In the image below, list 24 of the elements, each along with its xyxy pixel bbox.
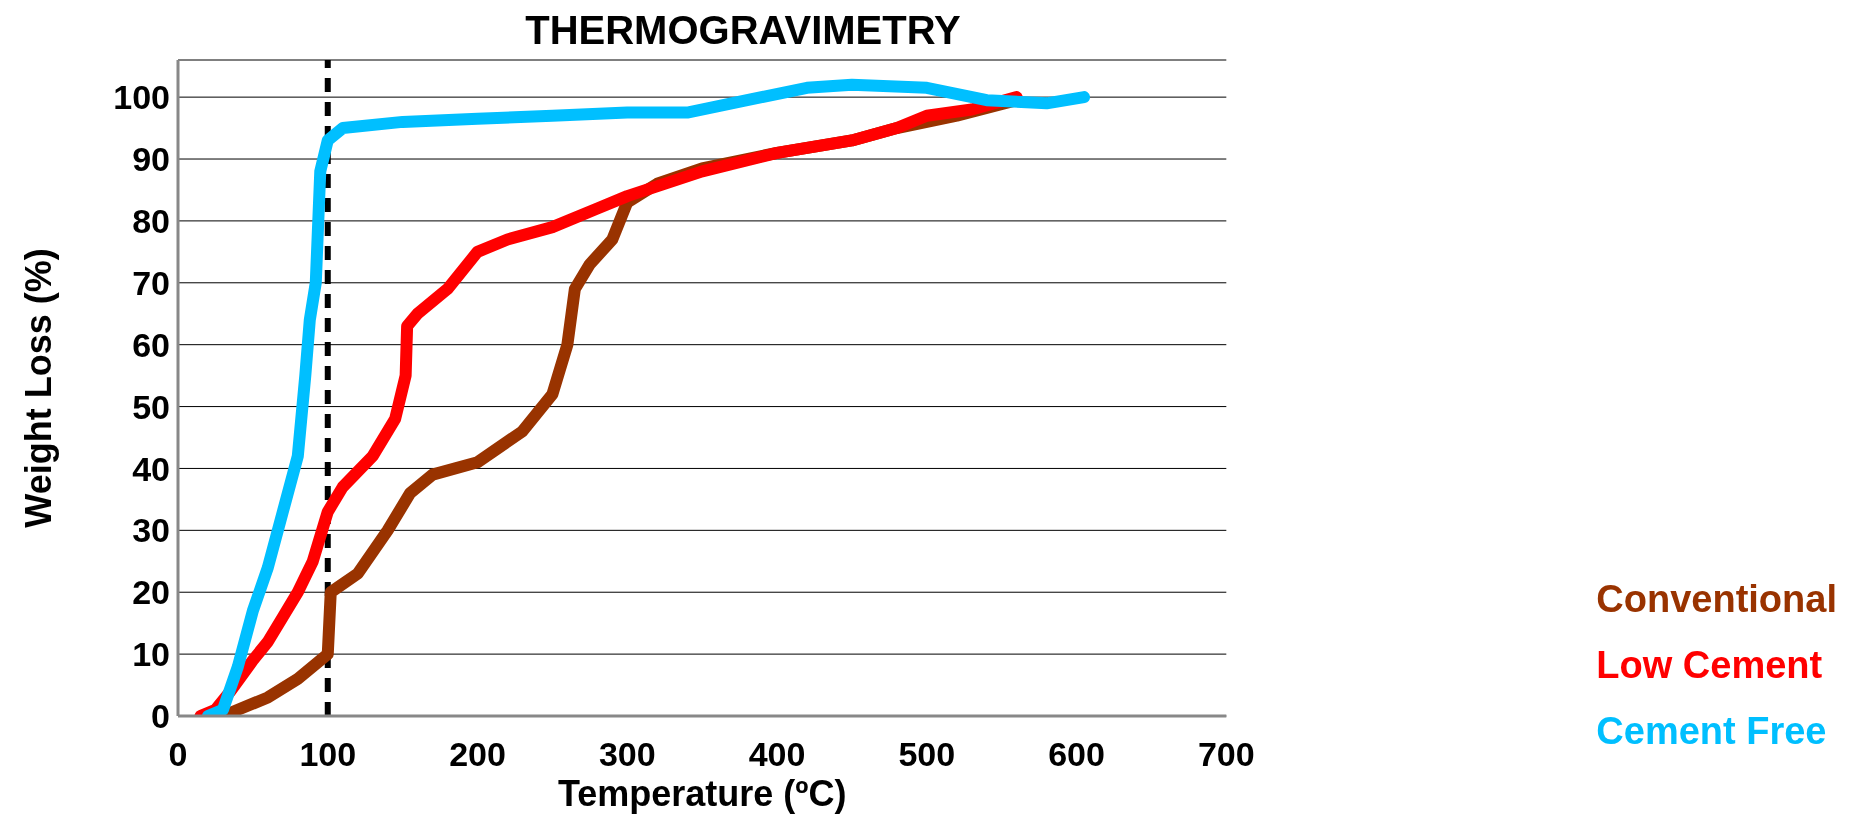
x-tick-label: 700 <box>1197 735 1255 774</box>
chart-title: THERMOGRAVIMETRY <box>524 8 962 54</box>
y-tick-label: 60 <box>132 325 170 364</box>
x-tick-label: 100 <box>299 735 357 774</box>
y-tick-label: 100 <box>113 78 170 117</box>
text: Cement Free <box>1596 709 1828 754</box>
y-tick-label: 80 <box>132 201 170 240</box>
x-tick-label: 300 <box>598 735 656 774</box>
x-tick-label: 400 <box>748 735 806 774</box>
text: Low Cement <box>1596 643 1824 688</box>
x-tick-label: 600 <box>1048 735 1105 774</box>
y-tick-label: 0 <box>151 697 170 736</box>
y-tick-label: 70 <box>132 263 170 302</box>
y-tick-label: 40 <box>132 449 170 488</box>
y-tick-label: 90 <box>132 140 170 179</box>
y-tick-label: 10 <box>132 635 170 674</box>
x-tick-label: 500 <box>898 735 956 774</box>
y-axis-title: Weight Loss (%) <box>17 248 59 528</box>
y-tick-label: 30 <box>132 511 170 550</box>
y-tick-label: 50 <box>132 387 170 426</box>
y-tick-label: 20 <box>132 573 170 612</box>
x-tick-label: 200 <box>449 735 506 774</box>
text: Conventional <box>1596 577 1837 622</box>
x-axis-title: Temperature (ºC) <box>557 773 847 814</box>
